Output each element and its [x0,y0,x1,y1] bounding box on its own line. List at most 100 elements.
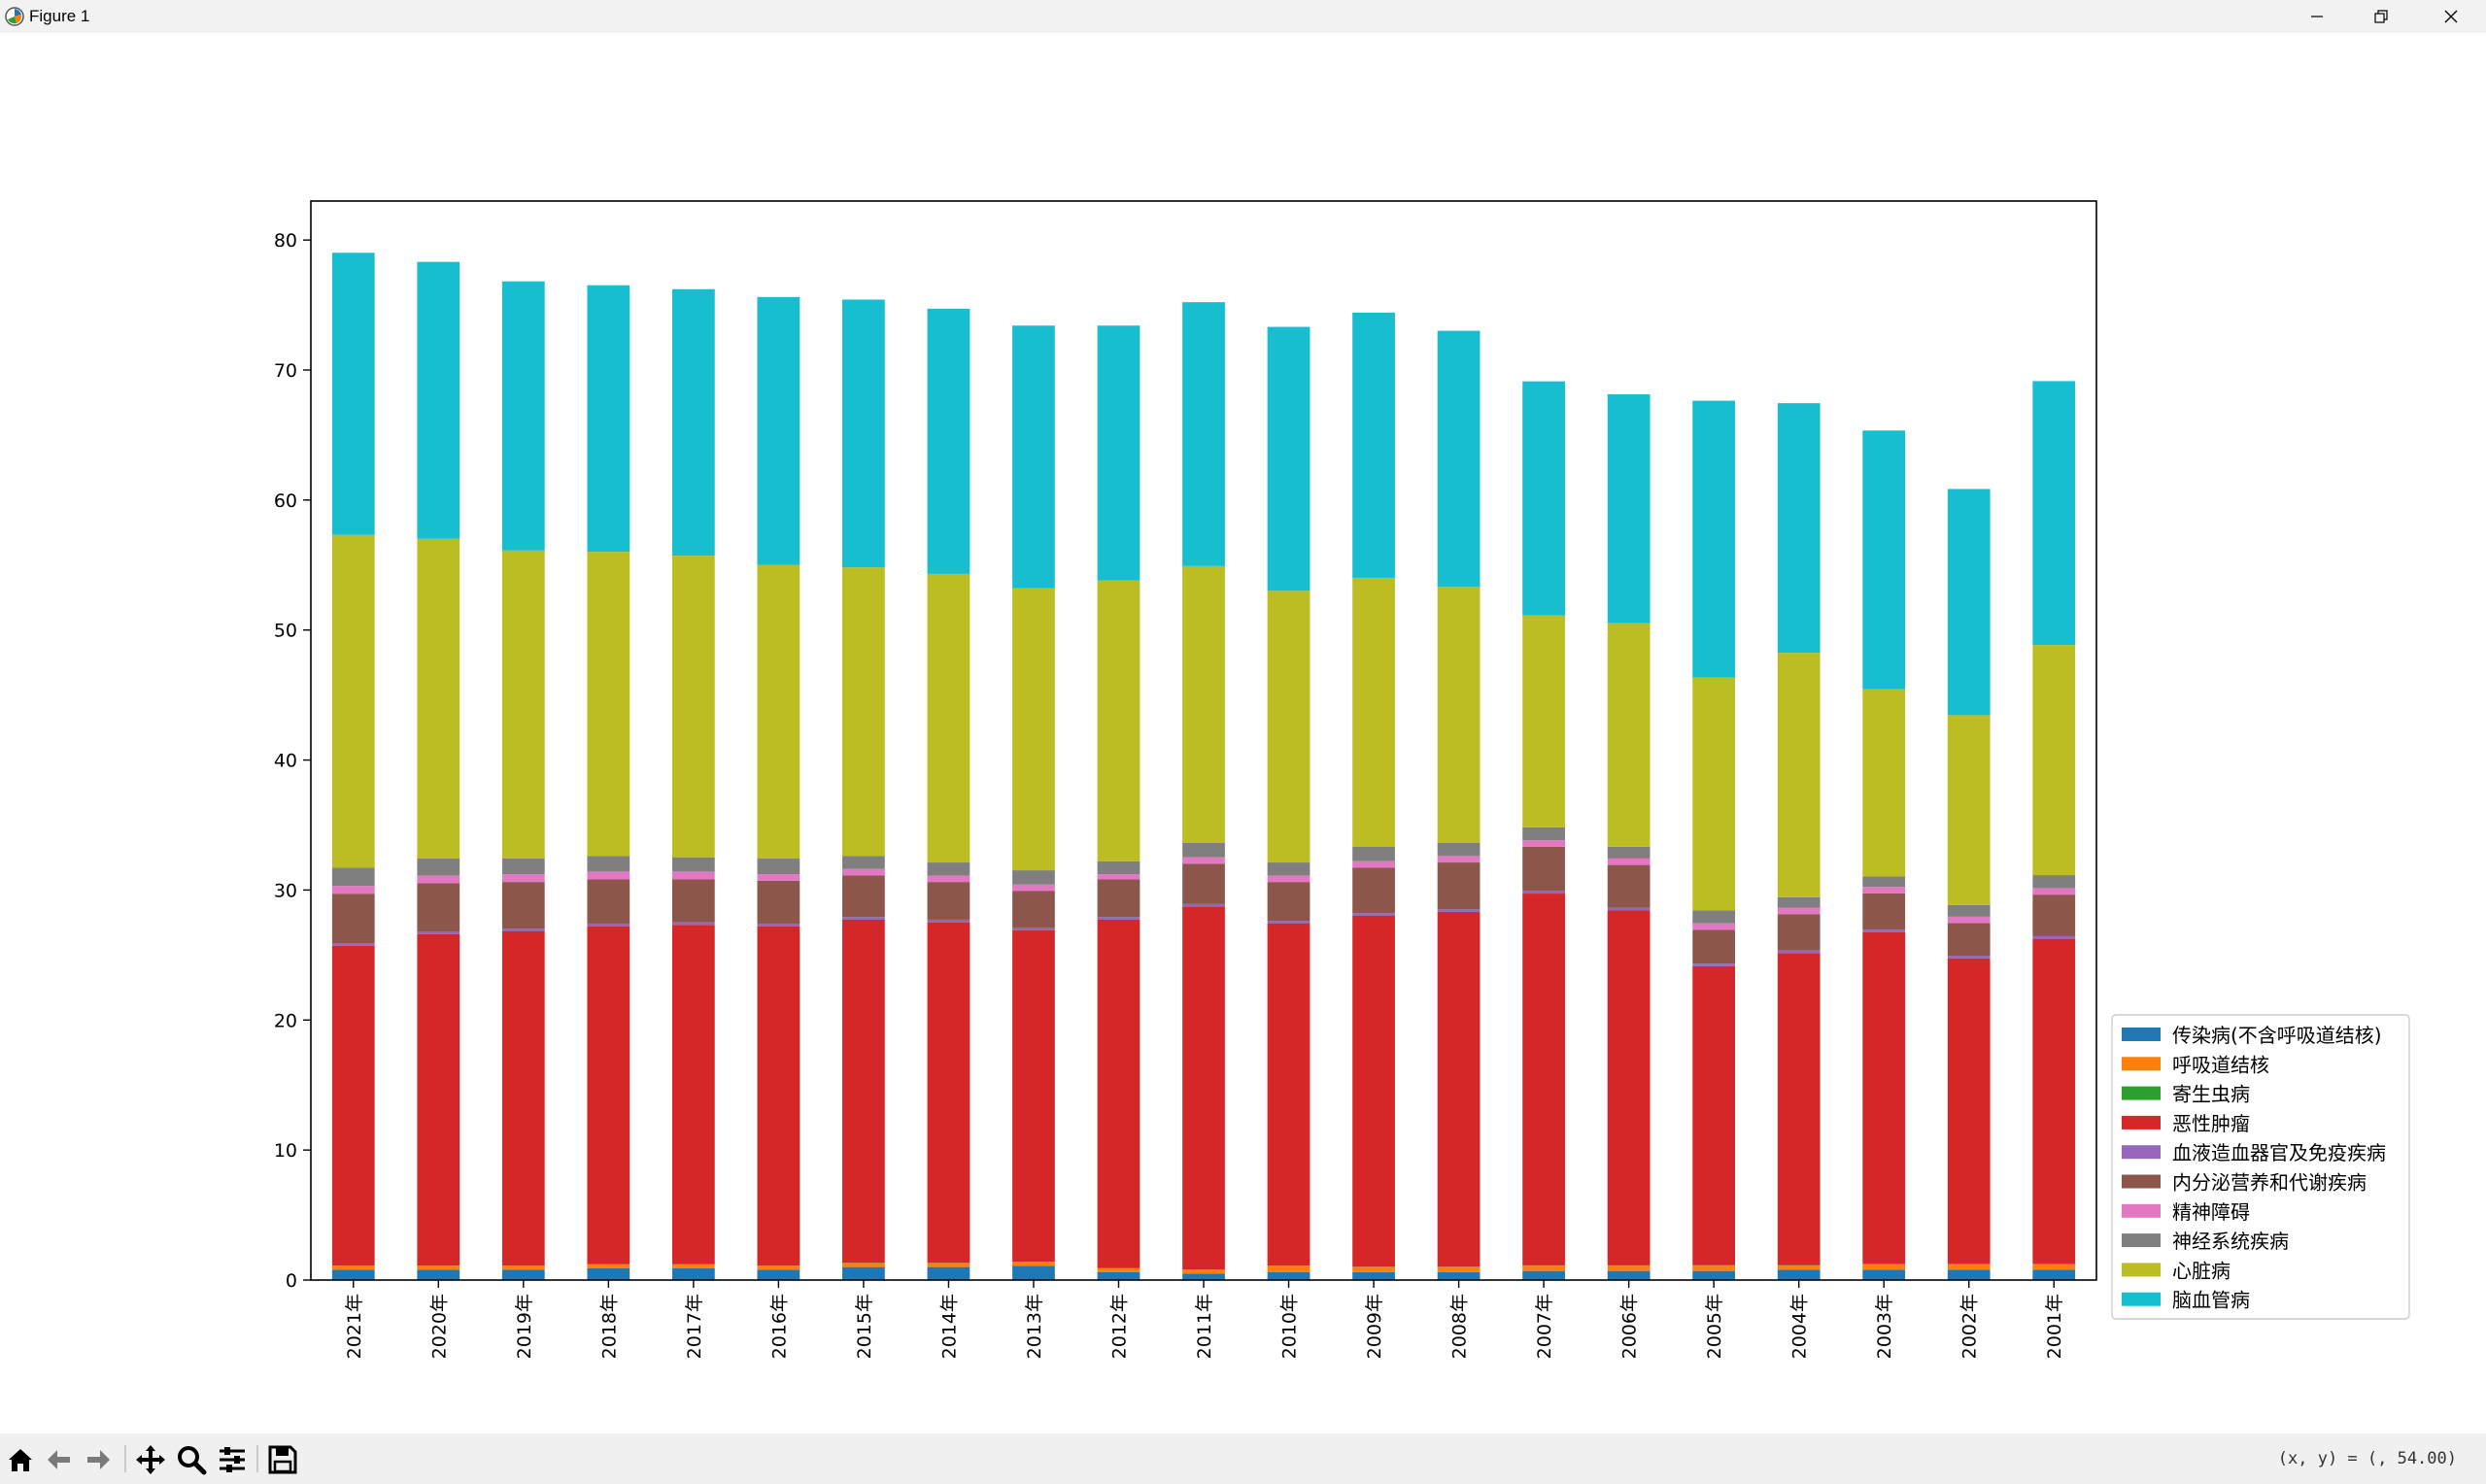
legend-label-7: 精神障碍 [2172,1200,2250,1224]
minimize-icon [2311,16,2323,17]
zoom-button[interactable] [175,1443,208,1476]
bar-segment-1-2016年 [757,1269,800,1280]
x-tick-label: 2008年 [1449,1294,1471,1359]
bar-segment-6-2010年 [1267,882,1311,922]
forward-icon [87,1450,110,1469]
bar-segment-8-2008年 [1437,842,1481,857]
bar-segment-8-2009年 [1352,846,1395,861]
bar-segment-2-2015年 [842,1263,885,1267]
configure-subplots-button[interactable] [216,1443,249,1476]
bar-segment-9-2021年 [331,534,375,868]
bar-segment-1-2017年 [671,1267,715,1280]
bar-segment-10-2007年 [1522,381,1565,616]
window-title: Figure 1 [29,7,90,25]
forward-button[interactable] [82,1443,115,1476]
bar-segment-4-2016年 [757,926,800,1266]
bar-segment-10-2006年 [1607,394,1651,624]
bar-segment-1-2020年 [417,1269,460,1280]
bar-segment-5-2021年 [331,943,375,946]
bar-segment-9-2012年 [1097,580,1141,861]
y-tick-label: 50 [274,621,297,642]
bar-segment-4-2020年 [417,933,460,1266]
bar-segment-1-2013年 [1012,1265,1055,1280]
bar-segment-2-2008年 [1437,1266,1481,1272]
bar-segment-2-2007年 [1522,1265,1565,1271]
toolbar-separator [124,1445,126,1472]
bar-segment-6-2012年 [1097,879,1141,918]
bar-segment-1-2003年 [1862,1269,1906,1280]
save-icon [268,1445,297,1474]
back-button[interactable] [43,1443,76,1476]
close-icon [2444,10,2458,23]
axes-frame [310,200,2097,1281]
home-button[interactable] [4,1443,37,1476]
x-tick-label: 2010年 [1279,1294,1301,1359]
bar-segment-6-2004年 [1777,914,1821,951]
bar-segment-5-2018年 [587,923,630,927]
bars-group [331,253,2076,1280]
bar-segment-5-2017年 [671,922,715,926]
bar-segment-9-2010年 [1267,590,1311,863]
bar-segment-4-2008年 [1437,911,1481,1267]
bar-segment-7-2018年 [587,871,630,880]
bar-segment-2-2011年 [1182,1269,1225,1274]
bar-segment-5-2019年 [501,928,545,931]
zoom-icon [178,1446,207,1475]
bar-segment-1-2015年 [842,1266,885,1280]
legend-label-10: 脑血管病 [2172,1289,2250,1312]
bar-segment-9-2016年 [757,564,800,860]
bar-segment-7-2011年 [1182,857,1225,864]
bar-segment-9-2017年 [671,556,715,858]
x-tick-label: 2001年 [2044,1294,2065,1359]
bar-segment-5-2012年 [1097,917,1141,920]
bar-segment-6-2021年 [331,894,375,944]
bar-segment-9-2019年 [501,550,545,860]
bar-segment-4-2006年 [1607,910,1651,1265]
x-tick-label: 2002年 [1959,1294,1981,1359]
bar-segment-1-2005年 [1692,1270,1736,1280]
bar-segment-9-2018年 [587,552,630,857]
coordinate-readout: (x, y) = (, 54.00) [2277,1449,2457,1468]
legend-swatch-6 [2122,1174,2161,1189]
bar-segment-8-2002年 [1947,904,1991,917]
bar-segment-8-2004年 [1777,896,1821,908]
bar-segment-2-2003年 [1862,1264,1906,1270]
bar-segment-7-2007年 [1522,840,1565,847]
figure-canvas[interactable]: 0 10 20 30 40 50 60 70 80 2021年 2020年 2019年 2018年 20… [0,33,2486,1433]
bar-segment-5-2005年 [1692,963,1736,966]
save-button[interactable] [266,1443,299,1476]
bar-segment-1-2009年 [1352,1271,1395,1280]
bar-segment-10-2008年 [1437,330,1481,588]
minimize-button[interactable] [2287,0,2347,33]
restore-button[interactable] [2351,0,2411,33]
restore-icon [2374,10,2388,23]
home-icon [9,1449,32,1471]
bar-segment-1-2006年 [1607,1270,1651,1280]
bar-segment-6-2003年 [1862,893,1906,930]
legend-swatch-4 [2122,1115,2161,1130]
bar-segment-9-2009年 [1352,577,1395,847]
bar-segment-10-2016年 [757,296,800,565]
bar-segment-10-2010年 [1267,326,1311,591]
bar-segment-4-2013年 [1012,929,1055,1262]
bar-segment-6-2005年 [1692,929,1736,964]
bar-segment-8-2007年 [1522,826,1565,841]
pan-icon [136,1445,165,1474]
bar-segment-2-2009年 [1352,1266,1395,1272]
bar-segment-4-2014年 [927,922,971,1264]
bar-segment-6-2020年 [417,883,460,931]
y-tick-label: 40 [274,751,297,772]
bar-segment-1-2007年 [1522,1270,1565,1280]
pan-button[interactable] [134,1443,167,1476]
bar-segment-7-2008年 [1437,856,1481,863]
bar-segment-9-2020年 [417,538,460,860]
bar-segment-4-2011年 [1182,906,1225,1270]
bar-segment-7-2005年 [1692,923,1736,930]
close-button[interactable] [2421,0,2481,33]
bar-segment-10-2002年 [1947,489,1991,716]
bar-segment-9-2014年 [927,573,971,863]
y-tick-label: 80 [274,230,297,252]
legend-label-8: 神经系统疾病 [2172,1230,2289,1253]
x-tick-label: 2016年 [768,1294,790,1359]
bar-segment-8-2011年 [1182,842,1225,858]
